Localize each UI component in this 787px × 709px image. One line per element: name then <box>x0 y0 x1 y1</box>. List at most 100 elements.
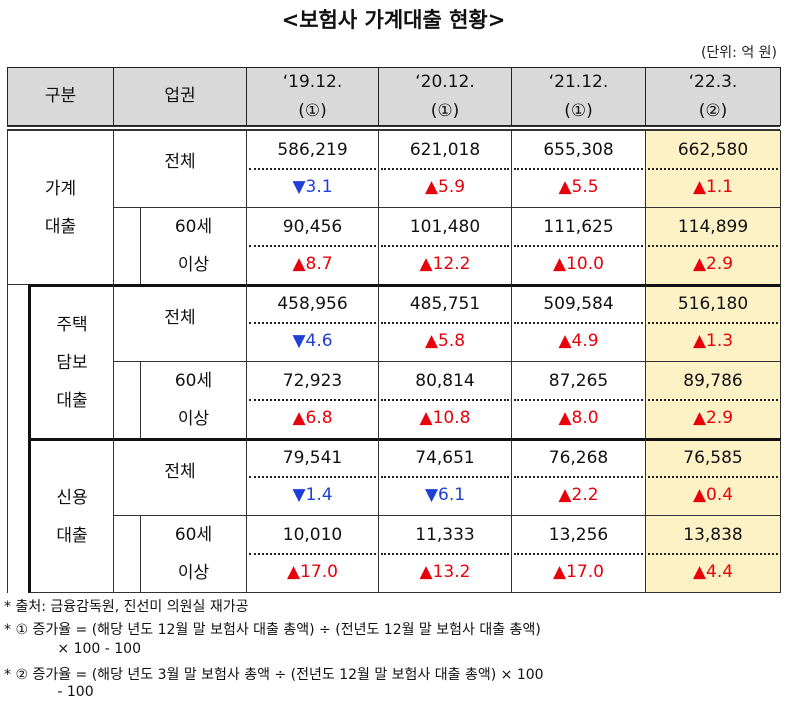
header-double-line <box>7 126 780 130</box>
value-text: 111,625 <box>543 217 614 237</box>
header-period-3: ‘22.3. (②) <box>645 67 781 126</box>
value-text: 586,219 <box>277 140 348 160</box>
segment-cell: 60세 이상 <box>140 361 247 439</box>
value-text: 13,838 <box>683 525 743 545</box>
change-rate-up: ▲17.0 <box>553 562 604 582</box>
change-rate-up: ▲17.0 <box>287 562 338 582</box>
unit-label: (단위: 억 원) <box>700 45 777 61</box>
header-category: 구분 <box>7 67 114 126</box>
dotted-divider <box>249 553 376 555</box>
change-rate-up: ▲12.2 <box>419 254 471 274</box>
dotted-divider <box>514 553 643 555</box>
value-text: 101,480 <box>409 217 481 237</box>
period-note: (①) <box>564 100 593 121</box>
period-note: (①) <box>298 100 327 121</box>
value-text: 516,180 <box>677 294 749 314</box>
period-date: ‘20.12. <box>415 71 475 92</box>
change-rate-up: ▲5.8 <box>424 331 466 351</box>
header-segment-label: 업권 <box>164 86 196 106</box>
category-cell: 주택 담보 대출 <box>28 284 114 439</box>
dotted-divider <box>648 553 778 555</box>
header-period-1: ‘20.12. (①) <box>378 67 512 126</box>
change-rate-up: ▲4.9 <box>558 331 599 351</box>
value-text: 13,256 <box>548 525 609 545</box>
value-text: 72,923 <box>282 371 343 391</box>
change-rate-down: ▼6.1 <box>424 485 466 505</box>
value-text: 10,010 <box>282 525 343 545</box>
period-note: (②) <box>698 100 728 121</box>
change-rate-up: ▲13.2 <box>419 562 471 582</box>
dotted-divider <box>381 245 509 247</box>
period-date: ‘19.12. <box>282 71 343 92</box>
value-text: 90,456 <box>282 217 343 237</box>
change-rate-up: ▲4.4 <box>692 562 734 582</box>
segment-indent <box>113 515 141 593</box>
segment-indent <box>113 361 141 439</box>
value-text: 76,268 <box>548 448 609 468</box>
dotted-divider <box>648 168 778 170</box>
change-rate-up: ▲1.3 <box>692 331 734 351</box>
dotted-divider <box>514 322 643 324</box>
value-text: 74,651 <box>415 448 475 468</box>
value-text: 114,899 <box>677 217 749 237</box>
change-rate-up: ▲2.9 <box>692 254 734 274</box>
value-text: 458,956 <box>277 294 348 314</box>
category-cell: 가계 대출 <box>7 130 114 285</box>
value-text: 11,333 <box>415 525 475 545</box>
value-text: 662,580 <box>677 140 749 160</box>
dotted-divider <box>381 553 509 555</box>
change-rate-up: ▲2.2 <box>558 485 599 505</box>
footnote: * ① 증가율 = (해당 년도 12월 말 보험사 대출 총액) ÷ (전년도… <box>4 622 541 638</box>
category-left-border <box>7 284 28 439</box>
dotted-divider <box>381 476 509 478</box>
header-category-label: 구분 <box>44 86 77 106</box>
value-text: 485,751 <box>409 294 481 314</box>
value-text: 79,541 <box>282 448 343 468</box>
value-text: 80,814 <box>415 371 475 391</box>
change-rate-up: ▲0.4 <box>692 485 734 505</box>
footnote: × 100 - 100 <box>4 641 141 657</box>
change-rate-up: ▲8.7 <box>292 254 333 274</box>
dotted-divider <box>514 245 643 247</box>
period-note: (①) <box>430 100 460 121</box>
value-text: 655,308 <box>543 140 614 160</box>
category-left-border <box>7 438 28 593</box>
change-rate-down: ▼1.4 <box>292 485 333 505</box>
change-rate-down: ▼4.6 <box>292 331 333 351</box>
segment-cell: 전체 <box>113 284 247 362</box>
segment-cell: 60세 이상 <box>140 207 247 285</box>
footnote: - 100 <box>4 684 94 700</box>
change-rate-up: ▲10.8 <box>419 408 471 428</box>
dotted-divider <box>381 322 509 324</box>
change-rate-up: ▲2.9 <box>692 408 734 428</box>
value-text: 621,018 <box>409 140 481 160</box>
segment-cell: 전체 <box>113 438 247 516</box>
dotted-divider <box>514 168 643 170</box>
value-text: 89,786 <box>683 371 743 391</box>
change-rate-up: ▲5.9 <box>424 177 466 197</box>
dotted-divider <box>648 476 778 478</box>
category-cell: 신용 대출 <box>28 438 114 593</box>
segment-cell: 60세 이상 <box>140 515 247 593</box>
segment-cell: 전체 <box>113 130 247 208</box>
value-text: 76,585 <box>683 448 743 468</box>
dotted-divider <box>249 322 376 324</box>
change-rate-up: ▲1.1 <box>692 177 734 197</box>
dotted-divider <box>514 399 643 401</box>
segment-indent <box>113 207 141 285</box>
dotted-divider <box>249 476 376 478</box>
header-period-0: ‘19.12. (①) <box>246 67 379 126</box>
dotted-divider <box>514 476 643 478</box>
dotted-divider <box>249 245 376 247</box>
change-rate-up: ▲5.5 <box>558 177 599 197</box>
change-rate-up: ▲6.8 <box>292 408 333 428</box>
change-rate-down: ▼3.1 <box>292 177 333 197</box>
period-date: ‘21.12. <box>548 71 609 92</box>
header-period-2: ‘21.12. (①) <box>511 67 646 126</box>
page-title: <보험사 가계대출 현황> <box>281 8 506 32</box>
dotted-divider <box>648 245 778 247</box>
dotted-divider <box>249 168 376 170</box>
change-rate-up: ▲10.0 <box>553 254 604 274</box>
period-date: ‘22.3. <box>688 71 738 92</box>
